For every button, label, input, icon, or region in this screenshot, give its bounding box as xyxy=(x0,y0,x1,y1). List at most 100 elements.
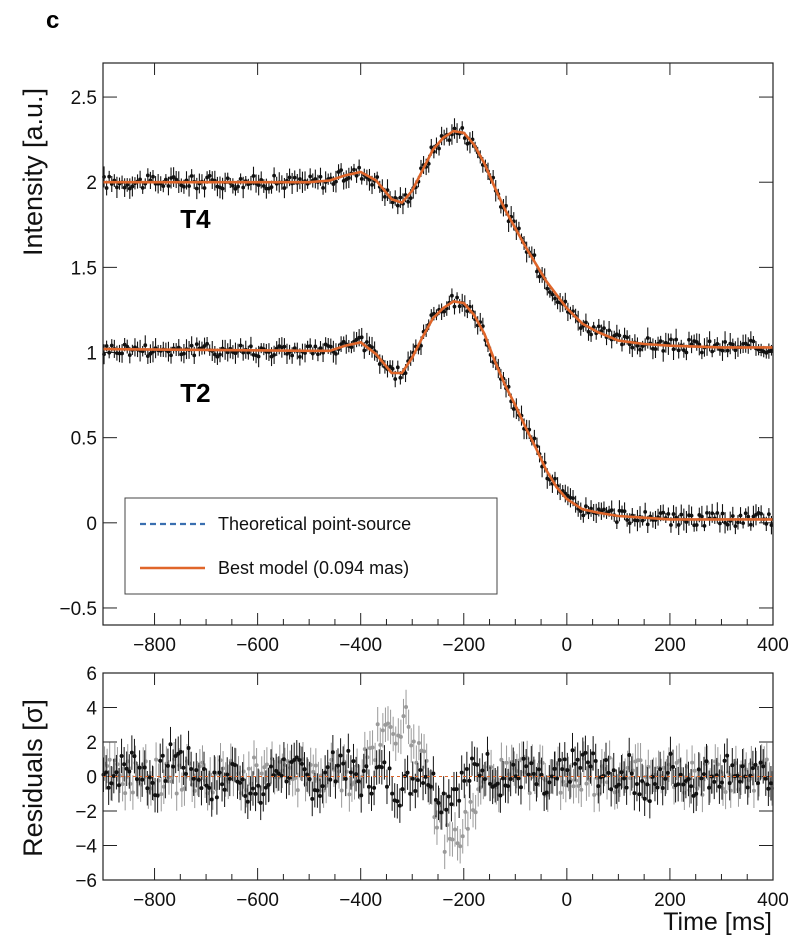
t4-data-point xyxy=(383,194,387,199)
theory-residual-point xyxy=(692,768,697,773)
t4-data-point xyxy=(535,269,539,274)
model-residual-point xyxy=(624,785,629,790)
t4-data-point xyxy=(122,185,127,190)
theory-residual-point xyxy=(398,734,403,739)
t2-data-point xyxy=(635,518,640,523)
t4-data-point xyxy=(563,299,568,304)
t4-data-point xyxy=(225,176,230,181)
theory-residual-point xyxy=(347,792,352,797)
t2-data-point xyxy=(169,353,173,358)
t4-data-point xyxy=(207,173,212,178)
t4-data-point xyxy=(684,350,689,355)
model-residual-point xyxy=(439,810,444,815)
residuals-x-tick-label: −800 xyxy=(133,890,176,911)
model-residual-point xyxy=(547,780,552,785)
model-residual-point xyxy=(433,797,438,802)
model-residual-point xyxy=(207,785,212,790)
model-residual-point xyxy=(408,791,413,796)
model-residual-point xyxy=(351,759,356,764)
t4-data-point xyxy=(107,174,112,179)
model-residual-point xyxy=(305,772,310,777)
t2-data-point xyxy=(640,518,645,523)
model-residual-point xyxy=(127,769,132,774)
model-residual-point xyxy=(217,770,222,775)
t4-data-point xyxy=(321,185,325,190)
model-residual-point xyxy=(475,762,480,767)
t2-curve-label: T2 xyxy=(180,378,210,408)
t4-data-point xyxy=(398,195,403,200)
t2-data-point xyxy=(218,352,222,357)
t2-data-point xyxy=(256,354,261,359)
intensity-axis-ticks: −800 −600 −400 −200 0 200 400 −0.5 0 0.5 1 1.5 2 2.5 xyxy=(59,63,789,656)
theory-residual-point xyxy=(352,780,357,785)
model-residual-point xyxy=(400,787,405,792)
t2-data-point xyxy=(107,350,112,355)
model-residual-point xyxy=(258,800,263,805)
t2-data-point xyxy=(334,352,338,356)
t4-data-point xyxy=(354,173,359,178)
model-residual-point xyxy=(297,758,302,763)
model-residual-point xyxy=(147,775,152,780)
t2-data-point xyxy=(313,344,318,349)
residuals-y-tick-label: 0 xyxy=(86,768,97,789)
model-residual-point xyxy=(189,767,194,772)
t2-data-point xyxy=(584,504,588,509)
model-residual-point xyxy=(418,767,423,772)
model-residual-point xyxy=(485,751,490,756)
model-residual-point xyxy=(565,768,570,773)
theory-residual-point xyxy=(107,757,112,762)
t2-data-point xyxy=(395,365,400,370)
residuals-y-tick-label: 4 xyxy=(86,699,97,720)
residuals-plot-frame xyxy=(102,672,774,881)
t2-data-point xyxy=(388,364,392,369)
model-residual-point xyxy=(758,760,763,765)
t2-data-point xyxy=(318,346,323,351)
t2-data-point xyxy=(705,510,709,515)
model-residual-point xyxy=(361,769,366,774)
model-residual-point xyxy=(330,750,335,755)
t2-data-point xyxy=(532,436,537,441)
t2-data-point xyxy=(377,362,382,366)
model-residual-point xyxy=(676,782,681,787)
t4-data-point xyxy=(429,145,434,150)
model-residual-point xyxy=(696,767,701,772)
model-residual-point xyxy=(611,768,616,773)
t2-data-point xyxy=(679,512,684,517)
intensity-y-tick-label: 0 xyxy=(86,514,97,535)
model-residual-point xyxy=(364,764,369,769)
t2-data-point xyxy=(122,342,127,347)
model-residual-point xyxy=(191,776,196,781)
model-residual-point xyxy=(225,772,230,777)
theory-residual-point xyxy=(285,758,290,763)
intensity-series xyxy=(102,118,774,536)
t4-data-point xyxy=(272,173,277,178)
theory-residual-point xyxy=(404,705,409,710)
model-residual-point xyxy=(299,761,304,766)
t2-data-point xyxy=(565,493,570,498)
model-residual-point xyxy=(132,754,137,759)
t2-model-curve xyxy=(102,300,773,521)
theory-residual-point xyxy=(262,765,267,770)
model-residual-point xyxy=(302,767,307,772)
t2-data-point xyxy=(290,353,295,358)
model-residual-point xyxy=(534,782,539,787)
t2-data-point xyxy=(145,354,150,359)
model-residual-point xyxy=(557,758,562,763)
t2-data-point xyxy=(627,521,632,526)
t2-data-point xyxy=(733,524,738,529)
model-residual-point xyxy=(681,782,686,787)
t2-data-point xyxy=(699,514,704,519)
model-residual-point xyxy=(209,797,214,802)
theory-residual-point xyxy=(370,745,375,750)
t2-data-point xyxy=(272,352,277,357)
t2-data-point xyxy=(741,521,746,526)
model-residual-point xyxy=(449,802,454,807)
model-residual-point xyxy=(281,757,286,762)
t2-data-point xyxy=(571,496,575,501)
theory-residual-point xyxy=(432,815,437,820)
model-residual-point xyxy=(243,794,248,799)
t4-data-point xyxy=(313,177,318,181)
model-residual-point xyxy=(238,780,243,785)
model-residual-point xyxy=(748,773,753,778)
theory-residual-point xyxy=(409,743,414,748)
